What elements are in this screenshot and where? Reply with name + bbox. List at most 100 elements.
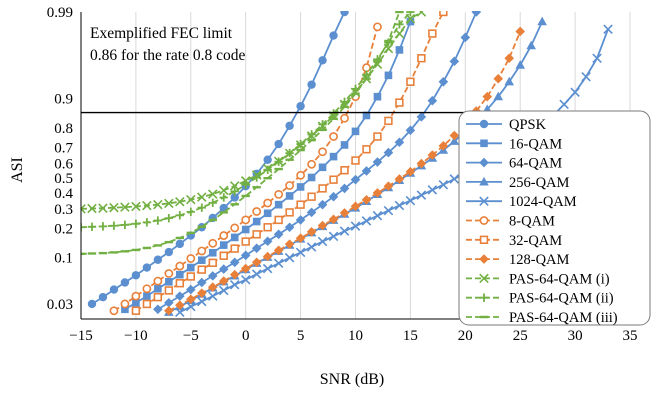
point-256-qam-31 — [504, 76, 515, 86]
point-qpsk-23 — [340, 11, 349, 17]
point-8-qam-16 — [285, 181, 295, 190]
point-128-qam-31 — [504, 53, 515, 64]
x-tick-label: 15 — [403, 328, 418, 344]
x-tick-label: −10 — [124, 328, 147, 344]
point-128-qam-7 — [240, 263, 251, 274]
point-qpsk-13 — [230, 193, 239, 202]
point-256-qam-34 — [537, 16, 547, 26]
point-64-qam-26 — [438, 76, 449, 87]
point-1024-qam-19 — [383, 205, 394, 216]
point-128-qam-4 — [207, 282, 218, 292]
fec-limit-label-line2: 0.86 for the rate 0.8 code — [90, 47, 245, 64]
point-32-qam-21 — [362, 145, 371, 154]
point-8-qam-11 — [230, 223, 240, 233]
series-pas-64-qam-iii — [81, 11, 404, 256]
point-64-qam-8 — [240, 250, 251, 261]
legend-marker-pas-64-qam-ii — [479, 293, 489, 302]
point-pas-64-qam-ii-4 — [120, 220, 130, 230]
point-pas-64-qam-ii-0 — [81, 223, 86, 232]
point-128-qam-12 — [295, 233, 306, 244]
legend-marker-128-qam — [479, 254, 489, 264]
point-8-qam-15 — [274, 190, 284, 199]
point-pas-64-qam-ii-19 — [285, 148, 294, 158]
point-1024-qam-8 — [262, 263, 273, 274]
point-1024-qam-35 — [559, 99, 569, 110]
point-pas-64-qam-i-9 — [175, 196, 185, 207]
point-64-qam-14 — [306, 207, 317, 218]
point-8-qam-19 — [318, 147, 327, 157]
point-pas-64-qam-ii-3 — [109, 221, 119, 230]
point-8-qam-10 — [219, 231, 229, 240]
point-8-qam-12 — [241, 215, 251, 225]
point-16-qam-9 — [219, 241, 228, 249]
legend-marker-pas-64-qam-i — [479, 273, 489, 284]
x-tick-label: 10 — [348, 328, 363, 344]
y-tick-labels: 0.03 0.1 0.2 0.30.40.50.60.7 0.8 0.9 0.99 — [47, 5, 74, 313]
legend-label-1024-qam: 1024-QAM — [509, 194, 577, 210]
legend-item-pas-64-qam-iii: PAS-64-QAM (iii) — [466, 310, 618, 326]
point-128-qam-6 — [229, 269, 240, 280]
point-16-qam-2 — [143, 292, 151, 300]
point-8-qam-13 — [252, 207, 262, 216]
y-tick-label: 0.7 — [54, 141, 73, 157]
legend-marker-16-qam — [480, 139, 488, 148]
legend-label-pas-64-qam-iii: PAS-64-QAM (iii) — [509, 310, 618, 326]
point-32-qam-3 — [164, 286, 174, 295]
point-64-qam-12 — [284, 222, 295, 233]
point-16-qam-15 — [285, 192, 294, 200]
fec-limit-label-line1: Exemplified FEC limit — [90, 25, 233, 42]
point-qpsk-2 — [109, 285, 119, 294]
point-64-qam-29 — [471, 11, 482, 17]
legend: QPSK 16-QAM 64-QAM 256-QAM 1024-QAM 8-QAM 32-Q… — [458, 110, 651, 326]
point-16-qam-7 — [197, 256, 206, 264]
legend-item-256-qam: 256-QAM — [466, 175, 570, 191]
series-pas-64-qam-ii — [81, 11, 415, 232]
point-1024-qam-4 — [218, 285, 229, 296]
point-256-qam-26 — [449, 136, 460, 145]
legend-label-256-qam: 256-QAM — [509, 175, 570, 191]
point-128-qam-25 — [438, 141, 449, 151]
point-64-qam-15 — [317, 199, 328, 210]
point-pas-64-qam-ii-8 — [164, 213, 174, 223]
legend-item-32-qam: 32-QAM — [466, 233, 562, 249]
legend-item-qpsk: QPSK — [466, 117, 547, 133]
x-tick-label: −5 — [183, 328, 199, 344]
point-qpsk-21 — [318, 56, 327, 65]
point-8-qam-5 — [164, 269, 174, 278]
point-16-qam-16 — [296, 183, 305, 191]
point-pas-64-qam-i-6 — [142, 200, 152, 211]
x-tick-label: 30 — [568, 328, 583, 344]
point-128-qam-10 — [273, 245, 284, 256]
legend-label-16-qam: 16-QAM — [509, 136, 562, 152]
point-64-qam-27 — [449, 56, 460, 67]
point-8-qam-24 — [373, 22, 382, 32]
x-tick-label: −15 — [69, 328, 92, 344]
point-pas-64-qam-ii-21 — [307, 130, 316, 139]
point-32-qam-5 — [186, 272, 195, 281]
y-tick-label: 0.1 — [54, 251, 73, 267]
legend-box — [458, 110, 651, 326]
legend-label-32-qam: 32-QAM — [509, 233, 562, 249]
point-32-qam-8 — [219, 251, 228, 260]
point-pas-64-qam-ii-13 — [219, 193, 228, 202]
point-pas-64-qam-ii-20 — [296, 139, 305, 149]
point-pas-64-qam-ii-29 — [395, 20, 404, 29]
y-tick-label: 0.2 — [54, 221, 73, 237]
point-pas-64-qam-ii-15 — [241, 180, 250, 189]
point-64-qam-17 — [339, 183, 350, 194]
point-1024-qam-12 — [306, 242, 317, 252]
point-32-qam-27 — [428, 29, 437, 38]
point-32-qam-26 — [417, 54, 426, 63]
point-16-qam-18 — [318, 163, 327, 172]
point-32-qam-22 — [373, 132, 382, 141]
point-pas-64-qam-ii-17 — [263, 165, 272, 174]
point-qpsk-22 — [329, 31, 338, 40]
point-64-qam-20 — [372, 157, 383, 167]
point-pas-64-qam-ii-23 — [329, 109, 338, 118]
point-qpsk-16 — [263, 155, 272, 164]
point-64-qam-22 — [394, 137, 405, 148]
point-pas-64-qam-ii-30 — [406, 11, 415, 17]
point-32-qam-12 — [263, 223, 272, 232]
point-64-qam-0 — [153, 304, 163, 315]
